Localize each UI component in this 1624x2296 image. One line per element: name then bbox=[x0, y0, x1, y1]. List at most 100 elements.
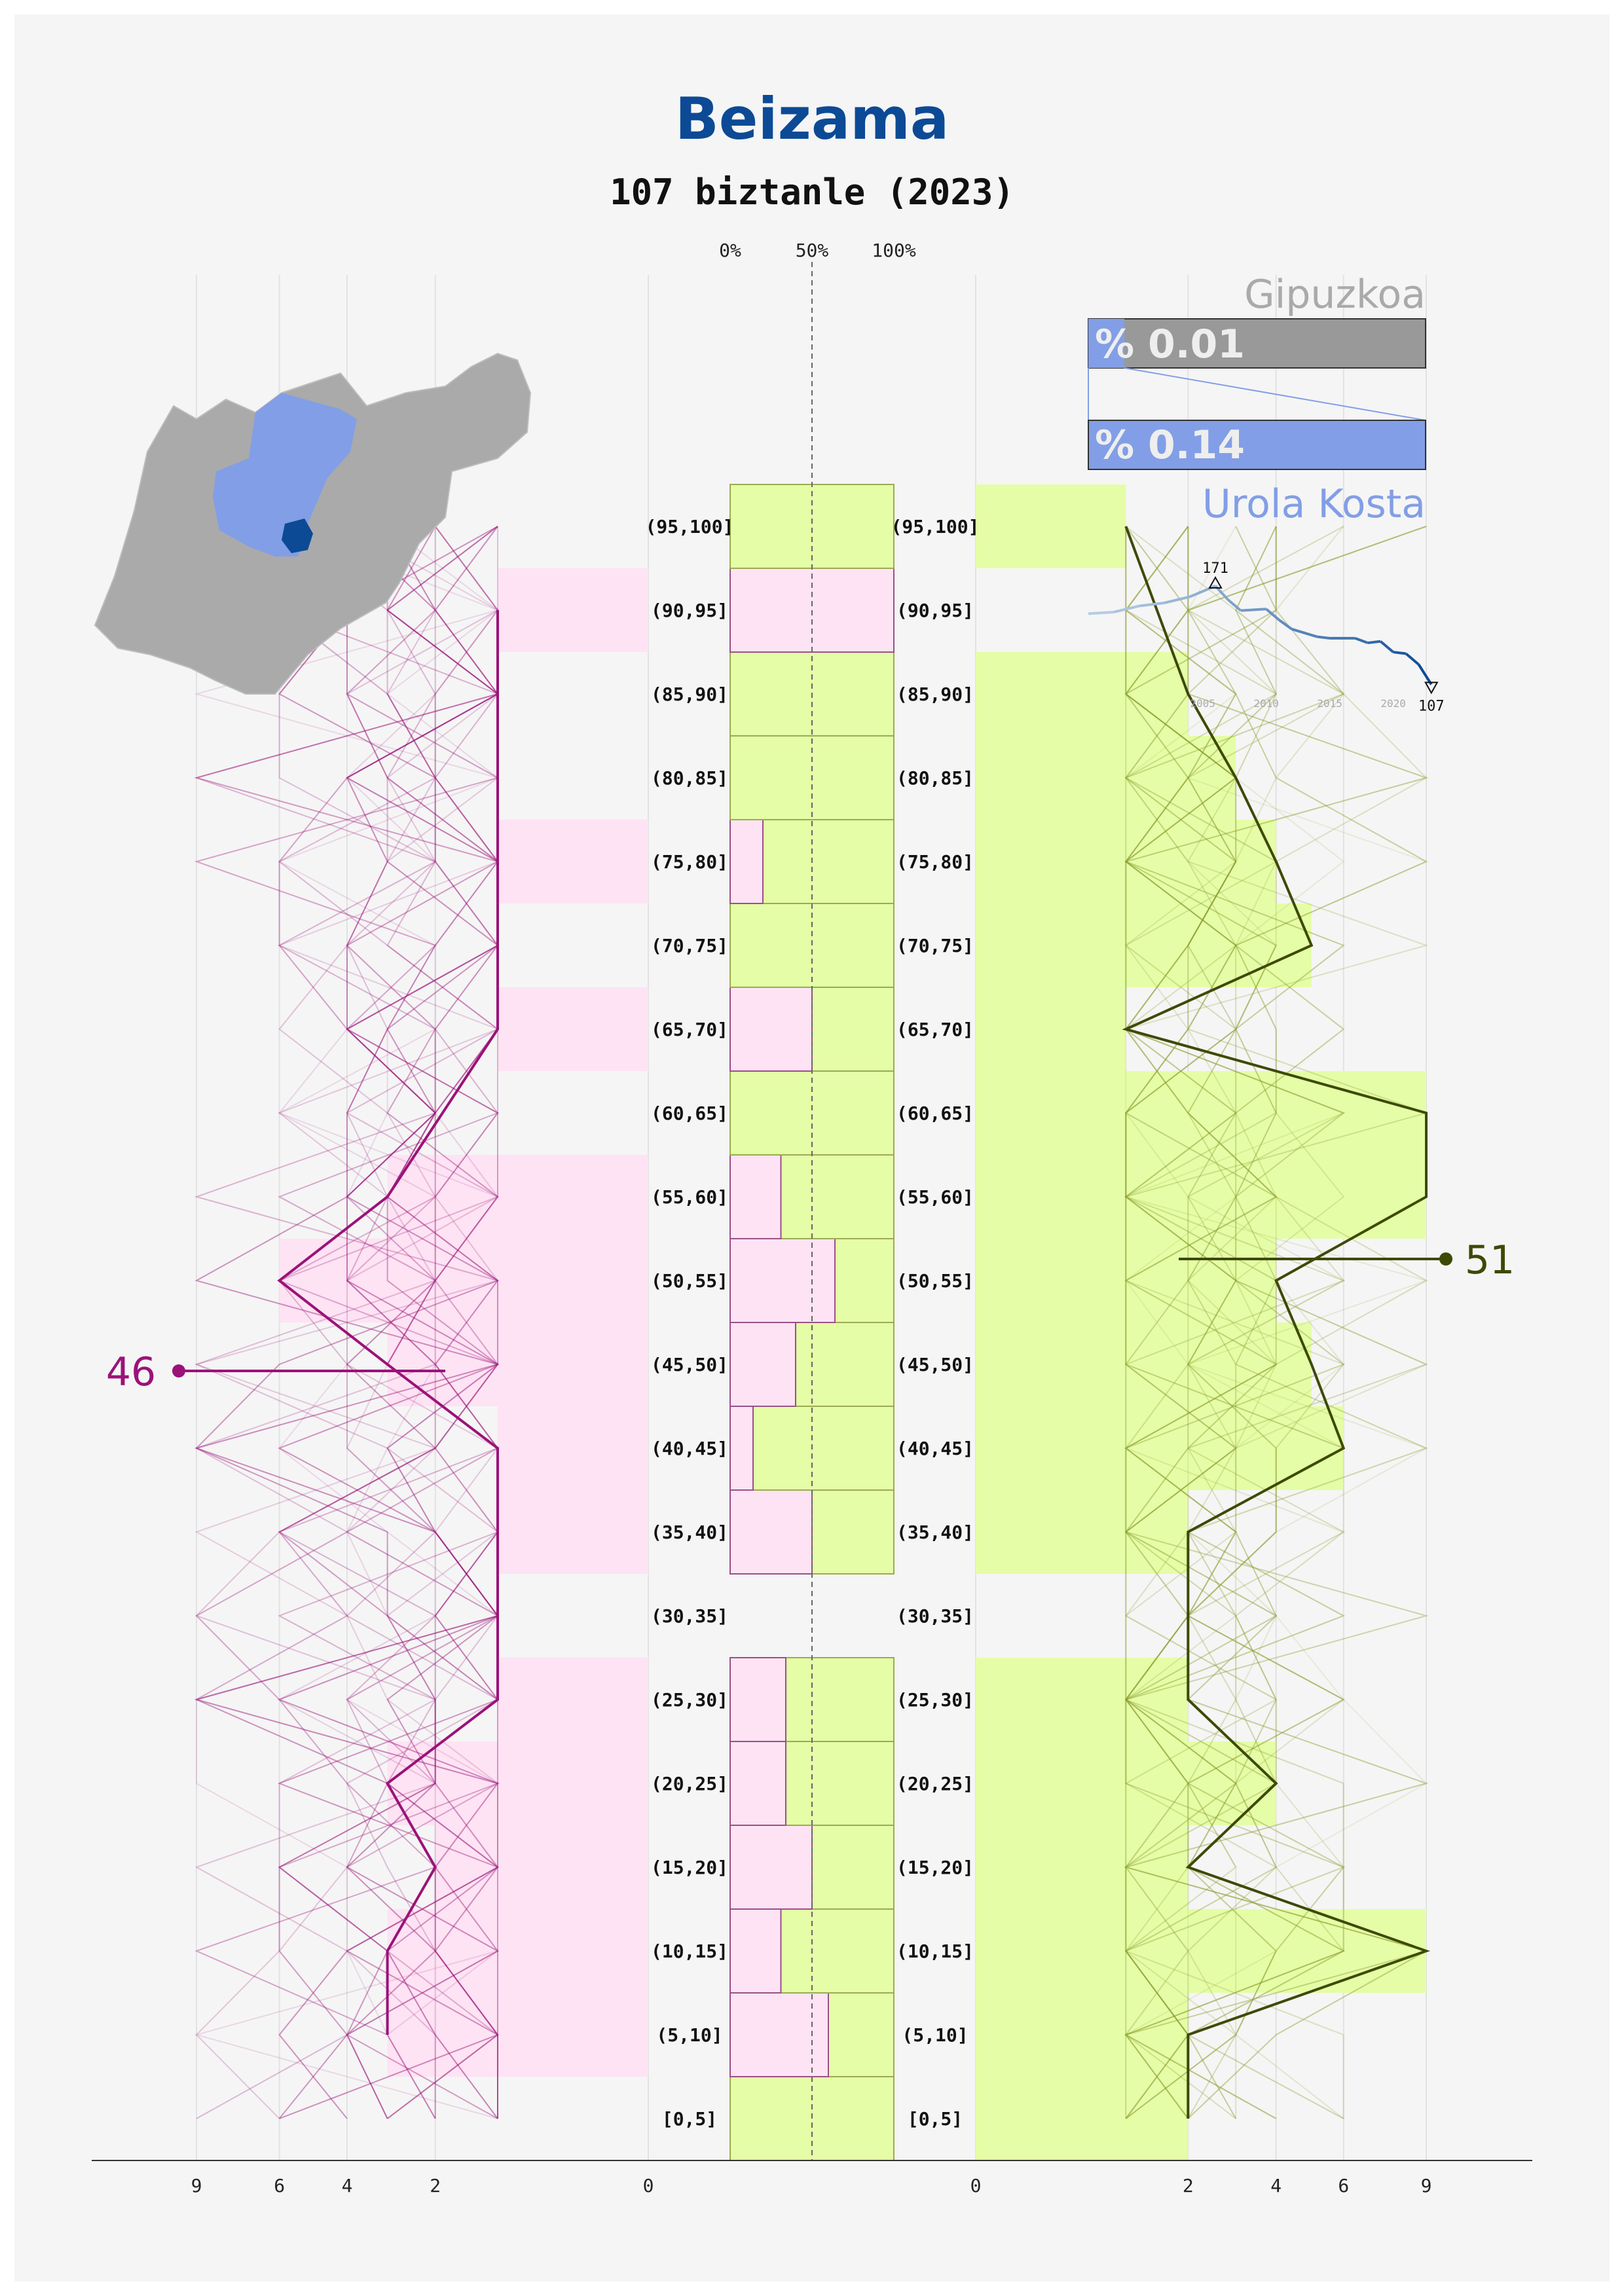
age-label-left: [0,5] bbox=[662, 2108, 717, 2130]
region-label-urola-kosta: Urola Kosta bbox=[1202, 481, 1426, 527]
male-background-line bbox=[1124, 526, 1345, 2119]
male-background-line bbox=[1124, 526, 1428, 2119]
trend-segment bbox=[1291, 627, 1318, 638]
female-bar bbox=[498, 1406, 648, 1490]
trend-end-label: 107 bbox=[1418, 698, 1445, 714]
male-background-line bbox=[1124, 526, 1346, 2119]
female-background-line bbox=[278, 526, 500, 2119]
male-bar bbox=[976, 2077, 1189, 2160]
male-bar bbox=[976, 1490, 1189, 1574]
female-bar bbox=[498, 568, 648, 652]
male-bar bbox=[976, 1239, 1276, 1322]
age-label-right: [0,5] bbox=[908, 2108, 963, 2130]
male-background-line bbox=[1124, 526, 1346, 2119]
female-axis-tick: 6 bbox=[274, 2175, 285, 2196]
female-share-bar bbox=[729, 1238, 836, 1323]
female-background-line bbox=[196, 526, 500, 2119]
share-axis-tick: 100% bbox=[872, 240, 916, 261]
share-bars: 0% 50% 100% bbox=[719, 240, 916, 2161]
page-subtitle: 107 biztanle (2023) bbox=[610, 172, 1014, 213]
age-label-left: (95,100] bbox=[646, 516, 734, 538]
province-shape bbox=[94, 352, 532, 695]
female-bar bbox=[387, 1322, 648, 1406]
trend-x-tick: 2015 bbox=[1317, 697, 1342, 710]
main-lines bbox=[277, 526, 1431, 2119]
age-label-left: (55,60] bbox=[651, 1186, 728, 1208]
female-background-line bbox=[194, 526, 499, 2119]
trend-max-marker bbox=[1208, 575, 1223, 589]
male-axis-tick: 9 bbox=[1421, 2175, 1432, 2196]
trend-segment bbox=[1367, 640, 1381, 644]
female-share-bar bbox=[729, 819, 764, 904]
trend-segment bbox=[1405, 652, 1420, 666]
male-background-line bbox=[1124, 526, 1428, 2119]
male-bar bbox=[976, 1155, 1426, 1239]
male-axis-tick: 4 bbox=[1270, 2175, 1282, 2196]
female-background-line bbox=[195, 526, 500, 2119]
age-label-left: (5,10] bbox=[656, 2024, 722, 2046]
female-background-line bbox=[194, 526, 500, 2119]
age-label-right: (85,90] bbox=[896, 683, 974, 705]
age-label-left: (35,40] bbox=[651, 1522, 728, 1543]
age-label-left: (65,70] bbox=[651, 1019, 728, 1040]
female-share-bar bbox=[729, 1322, 796, 1407]
male-bar bbox=[976, 903, 1312, 987]
male-line bbox=[1122, 526, 1431, 2119]
age-label-right: (80,85] bbox=[896, 767, 974, 789]
age-label-right: (15,20] bbox=[896, 1857, 974, 1878]
female-share-bar bbox=[729, 1657, 786, 1742]
female-bar bbox=[387, 1741, 648, 1825]
age-label-right: (30,35] bbox=[896, 1605, 974, 1627]
male-background-line bbox=[1124, 526, 1429, 2119]
trend-segment bbox=[1088, 610, 1114, 615]
age-label-right: (55,60] bbox=[896, 1186, 974, 1208]
age-label-right: (35,40] bbox=[896, 1522, 974, 1543]
female-share-bar bbox=[729, 1406, 754, 1491]
female-background-line bbox=[345, 526, 499, 2119]
female-background-line bbox=[194, 526, 500, 2119]
trend-segment bbox=[1265, 608, 1280, 621]
female-background-line bbox=[195, 526, 499, 2119]
age-label-left: (15,20] bbox=[651, 1857, 728, 1878]
female-axis-tick: 9 bbox=[191, 2175, 202, 2196]
male-bar bbox=[976, 1825, 1189, 1909]
female-bar bbox=[387, 1909, 648, 1993]
male-background-line bbox=[1124, 526, 1344, 2119]
male-background-line bbox=[1124, 526, 1278, 2119]
age-label-right: (10,15] bbox=[896, 1941, 974, 1962]
male-bar bbox=[976, 484, 1126, 568]
male-share-bar bbox=[729, 484, 895, 569]
female-share-bar bbox=[729, 1489, 813, 1575]
male-background-line bbox=[1124, 526, 1345, 2119]
trend-segment bbox=[1417, 663, 1433, 685]
female-bar bbox=[498, 820, 648, 903]
age-label-left: (90,95] bbox=[651, 600, 728, 621]
age-label-right: (90,95] bbox=[896, 600, 974, 621]
gipuzkoa-share-bar bbox=[1088, 318, 1426, 369]
age-label-left: (45,50] bbox=[651, 1354, 728, 1376]
age-label-left: (60,65] bbox=[651, 1102, 728, 1124]
male-bar bbox=[976, 1406, 1344, 1490]
female-axis-tick: 2 bbox=[430, 2175, 441, 2196]
female-bar bbox=[498, 1490, 648, 1574]
background-lines bbox=[194, 526, 1429, 2119]
female-background-line bbox=[194, 526, 499, 2119]
male-background-line bbox=[1124, 526, 1346, 2119]
trend-segment bbox=[1240, 608, 1266, 612]
trend-x-tick: 2010 bbox=[1253, 697, 1279, 710]
pyramid-bars bbox=[279, 484, 1426, 2160]
age-label-right: (70,75] bbox=[896, 935, 974, 957]
male-bar bbox=[976, 1658, 1189, 1741]
male-background-line bbox=[1124, 526, 1429, 2119]
male-axis-tick: 2 bbox=[1183, 2175, 1194, 2196]
male-background-line bbox=[1124, 526, 1429, 2119]
male-background-line bbox=[1124, 526, 1428, 2119]
age-label-left: (25,30] bbox=[651, 1689, 728, 1711]
female-line bbox=[277, 610, 499, 2035]
female-background-line bbox=[278, 526, 499, 2119]
female-share-bar bbox=[729, 1908, 782, 1994]
totals: 46 51 bbox=[106, 1237, 1515, 1395]
male-bar bbox=[976, 1741, 1276, 1825]
female-bar bbox=[498, 1658, 648, 1741]
male-bar bbox=[976, 1322, 1312, 1406]
